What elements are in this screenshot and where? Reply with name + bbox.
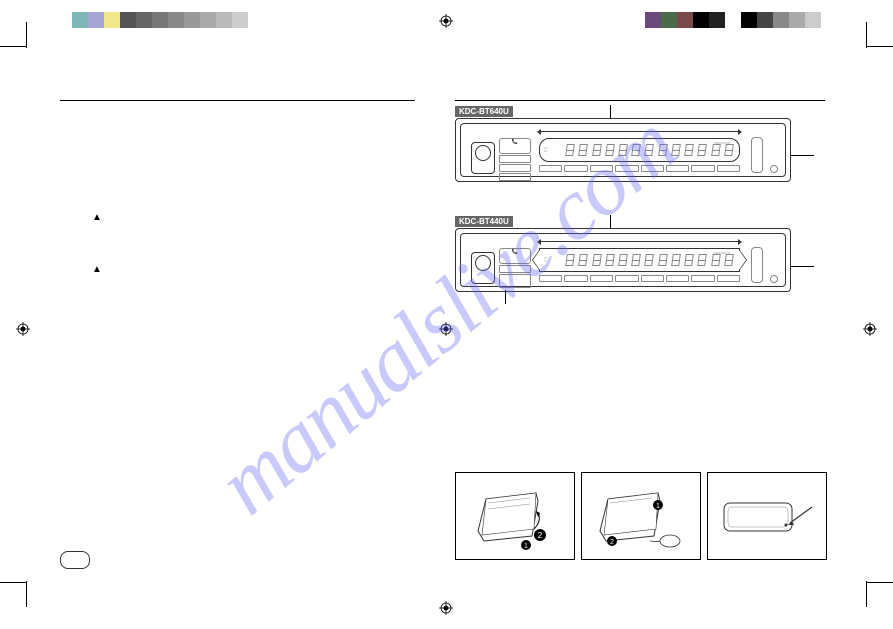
crop-mark [867,46,893,47]
svg-text:2: 2 [538,531,543,540]
section-divider [455,100,825,101]
svg-text:1: 1 [656,503,660,510]
calibration-bar-right [645,12,821,28]
cd-slot [539,131,740,132]
left-buttons: 📞 ⬚ [499,248,531,289]
preset-buttons [539,165,740,172]
registration-mark-icon [16,322,30,336]
model-label-b: KDC-BT440U [455,216,513,227]
display-panel: ≡≡≡≡ [539,138,740,162]
svg-text:2: 2 [610,539,614,546]
left-buttons: 📞 [499,138,531,182]
display-panel: ≡≡≡≡ [539,248,740,272]
page-content: ▲ ▲ KDC-BT640U 📞 ≡≡≡≡ KENWOOD [60,60,833,569]
crop-mark [866,22,867,48]
usb-aux-panel [749,132,779,176]
callout-line [610,215,611,228]
instruction-diagrams: 2 1 2 1 [455,472,827,560]
crop-mark [26,22,27,48]
page-number-box [60,551,90,569]
calibration-bar-left [72,12,248,28]
attach-step-2: 2 1 [581,472,701,560]
callout-line [790,155,814,156]
usb-aux-panel [749,242,779,286]
registration-mark-icon [439,601,453,615]
registration-mark-icon [863,322,877,336]
crop-mark [866,581,867,607]
svg-text:1: 1 [524,543,528,550]
crop-mark [0,582,26,583]
preset-buttons [539,275,740,282]
section-divider [60,100,415,101]
warning-icon: ▲ [92,264,102,275]
volume-knob [471,142,495,174]
callout-line [790,266,814,267]
detach-step-1: 2 1 [455,472,575,560]
brand-label: KENWOOD [714,141,730,145]
callout-line [505,290,506,304]
model-label-a: KDC-BT640U [455,106,513,117]
warning-icon: ▲ [92,212,102,223]
brand-label: KENWOOD [714,251,730,255]
volume-knob [471,252,495,284]
registration-mark-icon [439,14,453,28]
crop-mark [26,581,27,607]
callout-line [610,105,611,118]
stereo-diagram-b: 📞 ⬚ ≡≡≡≡ KENWOOD [455,228,791,292]
reset-step [707,472,827,560]
cd-slot [539,241,740,242]
crop-mark [867,582,893,583]
crop-mark [0,46,26,47]
stereo-diagram-a: 📞 ≡≡≡≡ KENWOOD [455,118,791,182]
